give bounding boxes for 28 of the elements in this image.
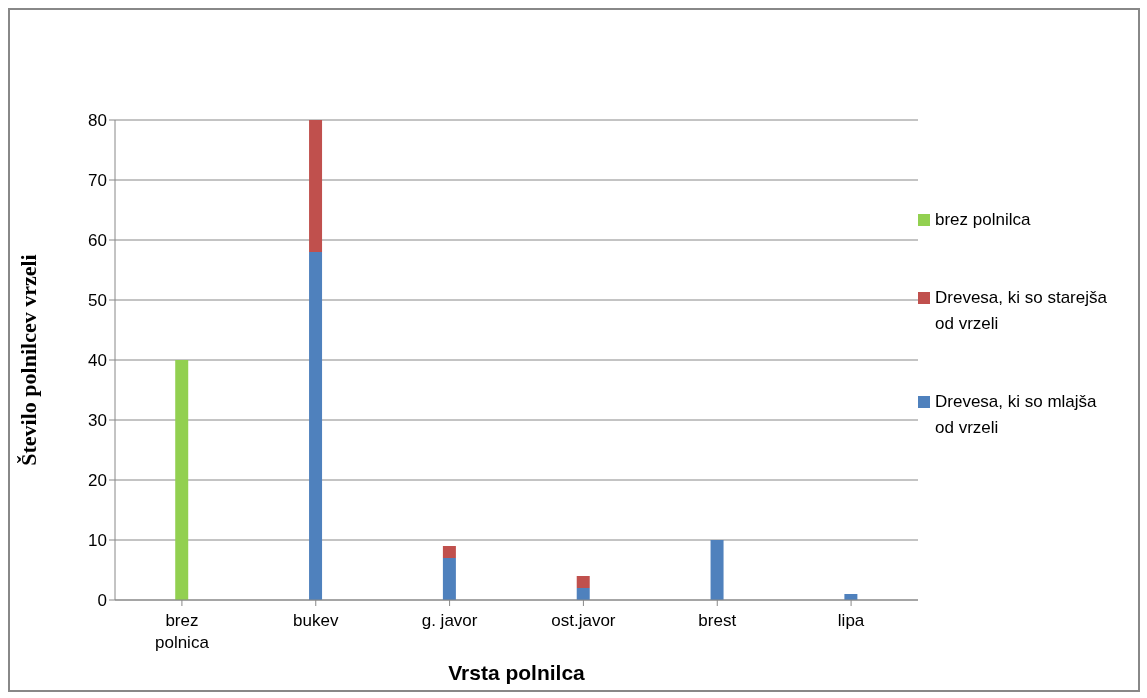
x-tick-label: lipa <box>837 611 865 630</box>
x-tick-label: brez polnica <box>154 611 210 652</box>
bar <box>442 558 456 600</box>
bar <box>309 120 323 252</box>
y-tick-label: 30 <box>88 411 107 431</box>
y-tick-label: 60 <box>88 231 107 251</box>
y-tick-label: 50 <box>88 291 107 311</box>
x-tick-label: g. javor <box>421 611 478 630</box>
x-tick-label: ost.javor <box>551 611 616 630</box>
y-tick-label: 20 <box>88 471 107 491</box>
y-tick-label: 40 <box>88 351 107 371</box>
y-tick-label: 80 <box>88 111 107 131</box>
x-tick-label: brest <box>698 611 737 630</box>
legend-label: brez polnilca <box>935 209 1032 231</box>
bar <box>309 252 323 600</box>
legend-label: Drevesa, ki so starejša od vrzeli <box>935 287 1108 335</box>
bar <box>576 588 590 600</box>
bar <box>576 576 590 588</box>
bar <box>175 360 189 600</box>
x-axis-title: Vrsta polnilca <box>448 661 586 684</box>
y-tick-label: 70 <box>88 171 107 191</box>
bar <box>710 540 724 600</box>
bar <box>442 546 456 558</box>
y-tick-label: 0 <box>97 591 107 611</box>
x-tick-label: bukev <box>293 611 339 630</box>
y-axis-title: Število polnilcev vrzeli <box>15 254 41 466</box>
y-tick-label: 10 <box>88 531 107 551</box>
legend-label: Drevesa, ki so mlajša od vrzeli <box>935 391 1098 439</box>
